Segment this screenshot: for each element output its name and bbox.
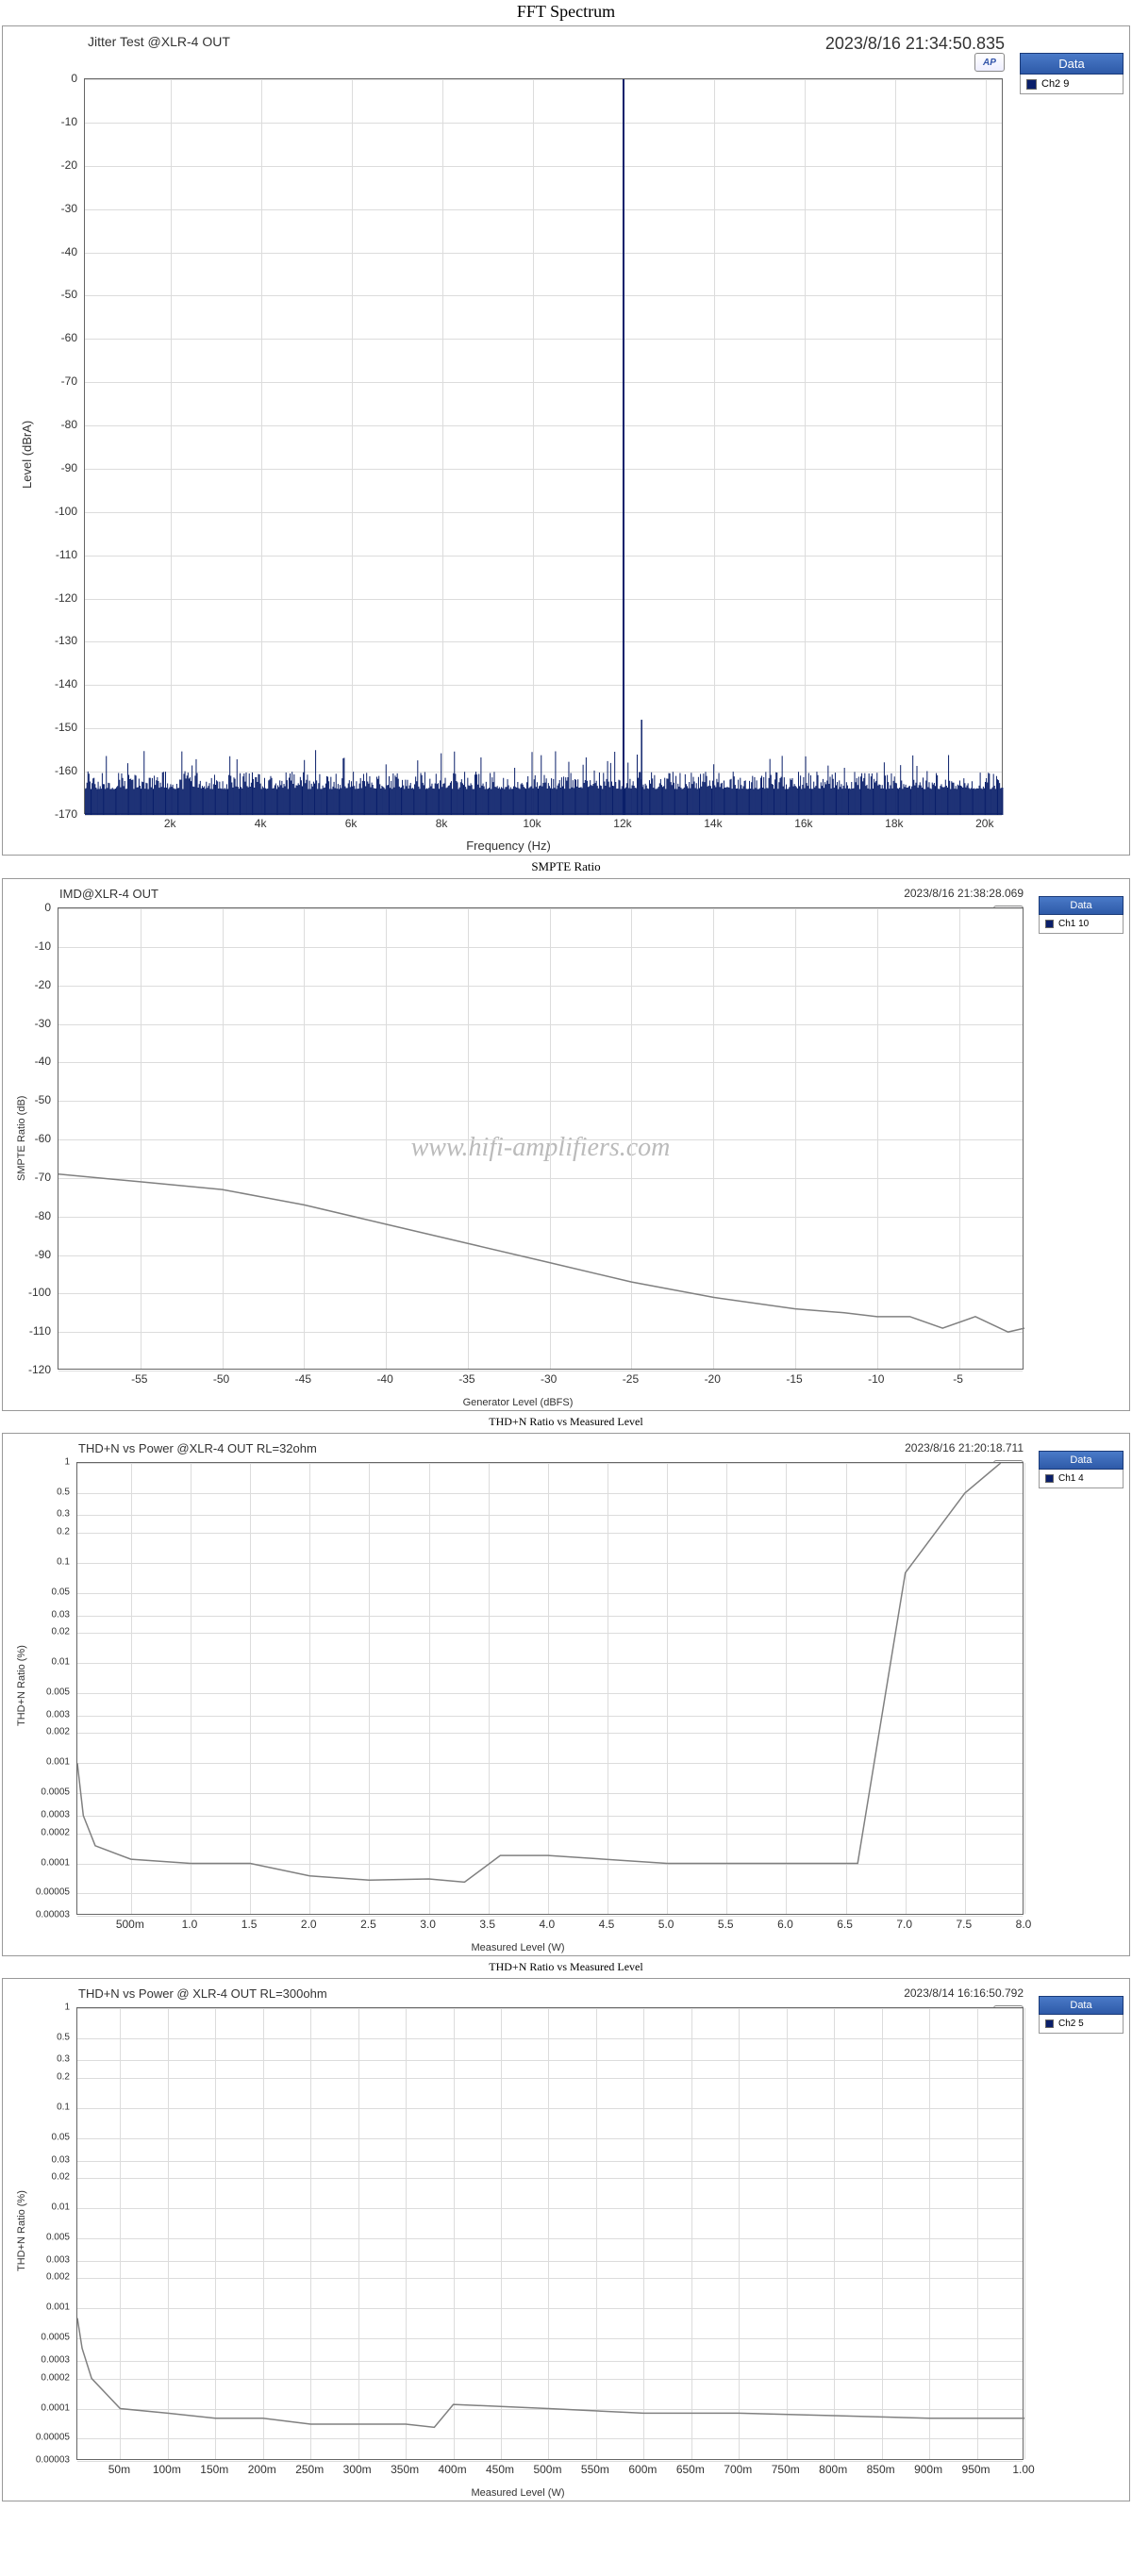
legend-header: Data — [1039, 896, 1124, 915]
chart3-title: THD+N Ratio vs Measured Level — [0, 1413, 1132, 1431]
chart1-xticks: 2k4k6k8k10k12k14k16k18k20k — [84, 817, 1003, 836]
chart1-panel: Jitter Test @XLR-4 OUT 2023/8/16 21:34:5… — [2, 25, 1130, 856]
chart3-legend: Data Ch1 4 — [1039, 1451, 1124, 1955]
chart2-panel: IMD@XLR-4 OUT 2023/8/16 21:38:28.069 AP … — [2, 878, 1130, 1411]
chart1-yticks: 0-10-20-30-40-50-60-70-80-90-100-110-120… — [3, 78, 80, 814]
legend-swatch — [1045, 1474, 1054, 1483]
chart1-timestamp: 2023/8/16 21:34:50.835 — [825, 34, 1005, 54]
chart1-plot — [84, 78, 1003, 814]
chart4-legend: Data Ch2 5 — [1039, 1996, 1124, 2501]
legend-header: Data — [1039, 1996, 1124, 2015]
legend-swatch — [1045, 2019, 1054, 2028]
legend-swatch — [1045, 920, 1054, 928]
chart4-xlabel: Measured Level (W) — [3, 2487, 1033, 2499]
chart4-plot — [76, 2007, 1024, 2460]
chart4-legend-item: Ch2 5 — [1039, 2015, 1124, 2034]
chart1-legend-item: Ch2 9 — [1020, 75, 1124, 94]
chart2-xticks: -55-50-45-40-35-30-25-20-15-10-5 — [58, 1372, 1024, 1388]
chart4-panel: THD+N vs Power @ XLR-4 OUT RL=300ohm 202… — [2, 1978, 1130, 2501]
chart3-plot — [76, 1462, 1024, 1915]
chart4-subtitle: THD+N vs Power @ XLR-4 OUT RL=300ohm — [78, 1986, 327, 2001]
legend-header: Data — [1020, 53, 1124, 75]
chart3-timestamp: 2023/8/16 21:20:18.711 — [905, 1441, 1024, 1454]
chart1-legend: Data Ch2 9 — [1020, 53, 1124, 855]
chart3-xlabel: Measured Level (W) — [3, 1942, 1033, 1953]
legend-text: Ch2 9 — [1041, 78, 1069, 90]
chart3-xticks: 500m1.01.52.02.53.03.54.04.55.05.56.06.5… — [76, 1918, 1024, 1933]
chart4-yticks: 0.000030.000050.00010.00020.00030.00050.… — [3, 2007, 73, 2460]
chart1-title: FFT Spectrum — [0, 0, 1132, 24]
chart2-xlabel: Generator Level (dBFS) — [3, 1397, 1033, 1408]
chart1-xlabel: Frequency (Hz) — [3, 839, 1014, 853]
legend-text: Ch1 4 — [1058, 1473, 1084, 1484]
chart2-yticks: 0-10-20-30-40-50-60-70-80-90-100-110-120 — [3, 907, 54, 1370]
chart3-panel: THD+N vs Power @XLR-4 OUT RL=32ohm 2023/… — [2, 1433, 1130, 1956]
legend-header: Data — [1039, 1451, 1124, 1470]
chart2-title: SMPTE Ratio — [0, 857, 1132, 876]
ap-logo: AP — [974, 53, 1005, 72]
chart3-subtitle: THD+N vs Power @XLR-4 OUT RL=32ohm — [78, 1441, 317, 1455]
chart3-legend-item: Ch1 4 — [1039, 1470, 1124, 1488]
chart2-timestamp: 2023/8/16 21:38:28.069 — [904, 887, 1024, 900]
chart2-plot: www.hifi-amplifiers.com — [58, 907, 1024, 1370]
legend-text: Ch2 5 — [1058, 2019, 1084, 2029]
legend-text: Ch1 10 — [1058, 919, 1089, 929]
chart4-timestamp: 2023/8/14 16:16:50.792 — [904, 1986, 1024, 2000]
chart2-legend: Data Ch1 10 — [1039, 896, 1124, 1410]
legend-swatch — [1026, 79, 1037, 90]
chart2-subtitle: IMD@XLR-4 OUT — [59, 887, 158, 901]
chart1-subtitle: Jitter Test @XLR-4 OUT — [88, 34, 230, 49]
chart2-legend-item: Ch1 10 — [1039, 915, 1124, 934]
chart4-title: THD+N Ratio vs Measured Level — [0, 1958, 1132, 1976]
chart3-yticks: 0.000030.000050.00010.00020.00030.00050.… — [3, 1462, 73, 1915]
chart4-xticks: 50m100m150m200m250m300m350m400m450m500m5… — [76, 2463, 1024, 2478]
